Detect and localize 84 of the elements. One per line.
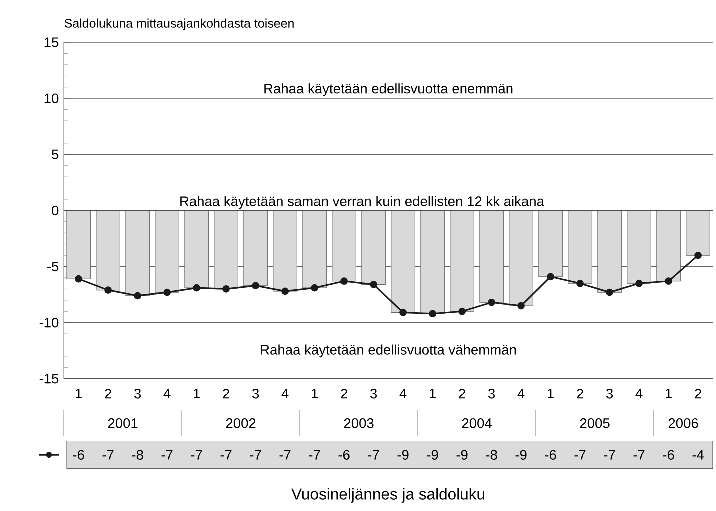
point — [311, 284, 318, 292]
text: 2006 — [668, 418, 698, 428]
data-label: -6 — [73, 450, 84, 460]
x-tick-label: 1 — [194, 388, 200, 398]
x-tick-label: 4 — [164, 388, 171, 398]
x-tick-label: 3 — [370, 388, 378, 399]
x-tick-label: 4 — [636, 388, 643, 398]
data-label: -9 — [427, 450, 438, 460]
x-tick-label: 2 — [695, 388, 702, 398]
x-tick-label: 1 — [666, 388, 672, 398]
point — [252, 282, 260, 290]
point — [340, 277, 348, 285]
point — [400, 308, 407, 316]
x-tick-label: 4 — [518, 388, 525, 398]
y-tick-label: 10 — [44, 94, 59, 104]
x-tick-label: 1 — [548, 388, 554, 398]
data-label: -9 — [456, 450, 468, 460]
x-tick-label: 4 — [282, 388, 289, 398]
point — [518, 302, 525, 310]
data-label: -7 — [191, 450, 202, 460]
y-axis-title: Saldolukuna mittausajankohdasta toiseen — [64, 18, 294, 30]
x-tick-label: 2 — [577, 388, 584, 398]
point — [222, 285, 230, 293]
x-tick-label: 3 — [252, 388, 260, 399]
x-tick-label: 2 — [105, 388, 112, 398]
y-tick-label: -5 — [48, 262, 59, 272]
data-label: -6 — [338, 450, 350, 460]
point — [282, 288, 289, 295]
data-label: -7 — [220, 450, 232, 460]
x-tick-label: 3 — [488, 388, 496, 399]
text: 2004 — [462, 418, 492, 428]
point — [665, 277, 672, 285]
data-label: -7 — [574, 450, 586, 460]
data-label: -8 — [486, 450, 498, 460]
x-tick-label: 1 — [430, 388, 436, 398]
point — [606, 288, 614, 296]
y-tick-label: 0 — [52, 206, 59, 216]
point — [547, 272, 554, 280]
data-label: -7 — [250, 450, 262, 460]
point — [458, 308, 466, 316]
annotation: Rahaa käytetään edellisvuotta enemmän — [264, 83, 513, 96]
point — [104, 286, 112, 294]
y-tick-label: -15 — [40, 374, 59, 384]
data-label: -6 — [663, 450, 674, 460]
x-tick-label: 3 — [134, 388, 142, 399]
text: 2003 — [344, 418, 374, 428]
data-label: -7 — [634, 450, 645, 460]
data-label: -7 — [368, 450, 380, 460]
y-tick-label: 5 — [52, 150, 59, 160]
data-label: -7 — [604, 450, 616, 460]
point — [694, 252, 702, 260]
point — [636, 280, 643, 288]
x-tick-label: 1 — [76, 388, 82, 398]
point — [75, 275, 82, 283]
data-label: -4 — [692, 450, 704, 460]
point — [488, 298, 496, 306]
data-label: -7 — [280, 450, 291, 460]
data-label: -7 — [162, 450, 173, 460]
point — [370, 280, 378, 288]
annotation: Rahaa käytetään edellisvuotta vähemmän — [261, 344, 516, 358]
point — [134, 292, 142, 300]
x-tick-label: 2 — [341, 388, 348, 398]
point — [576, 280, 584, 288]
text: 2005 — [580, 418, 610, 428]
data-label: -7 — [309, 450, 320, 460]
point — [164, 288, 171, 296]
y-tick-label: -10 — [40, 318, 59, 328]
text: 2001 — [108, 418, 138, 428]
x-tick-label: 4 — [400, 388, 407, 398]
point — [429, 310, 436, 318]
data-label: -8 — [132, 450, 144, 460]
x-tick-label: 2 — [459, 388, 466, 398]
x-tick-label: 2 — [223, 388, 230, 398]
x-tick-label: 1 — [312, 388, 318, 398]
data-label: -6 — [545, 450, 556, 460]
x-tick-label: 3 — [606, 388, 614, 399]
ref-line-label: Rahaa käytetään saman verran kuin edellisten 12 kk aikana — [180, 196, 544, 209]
text: Vuosineljännes ja saldoluku — [292, 488, 484, 503]
data-label: -9 — [516, 450, 527, 460]
data-label: -9 — [398, 450, 409, 460]
y-tick-label: 15 — [44, 38, 59, 48]
text: 2002 — [226, 418, 256, 428]
point — [193, 284, 200, 292]
data-label: -7 — [102, 450, 114, 460]
